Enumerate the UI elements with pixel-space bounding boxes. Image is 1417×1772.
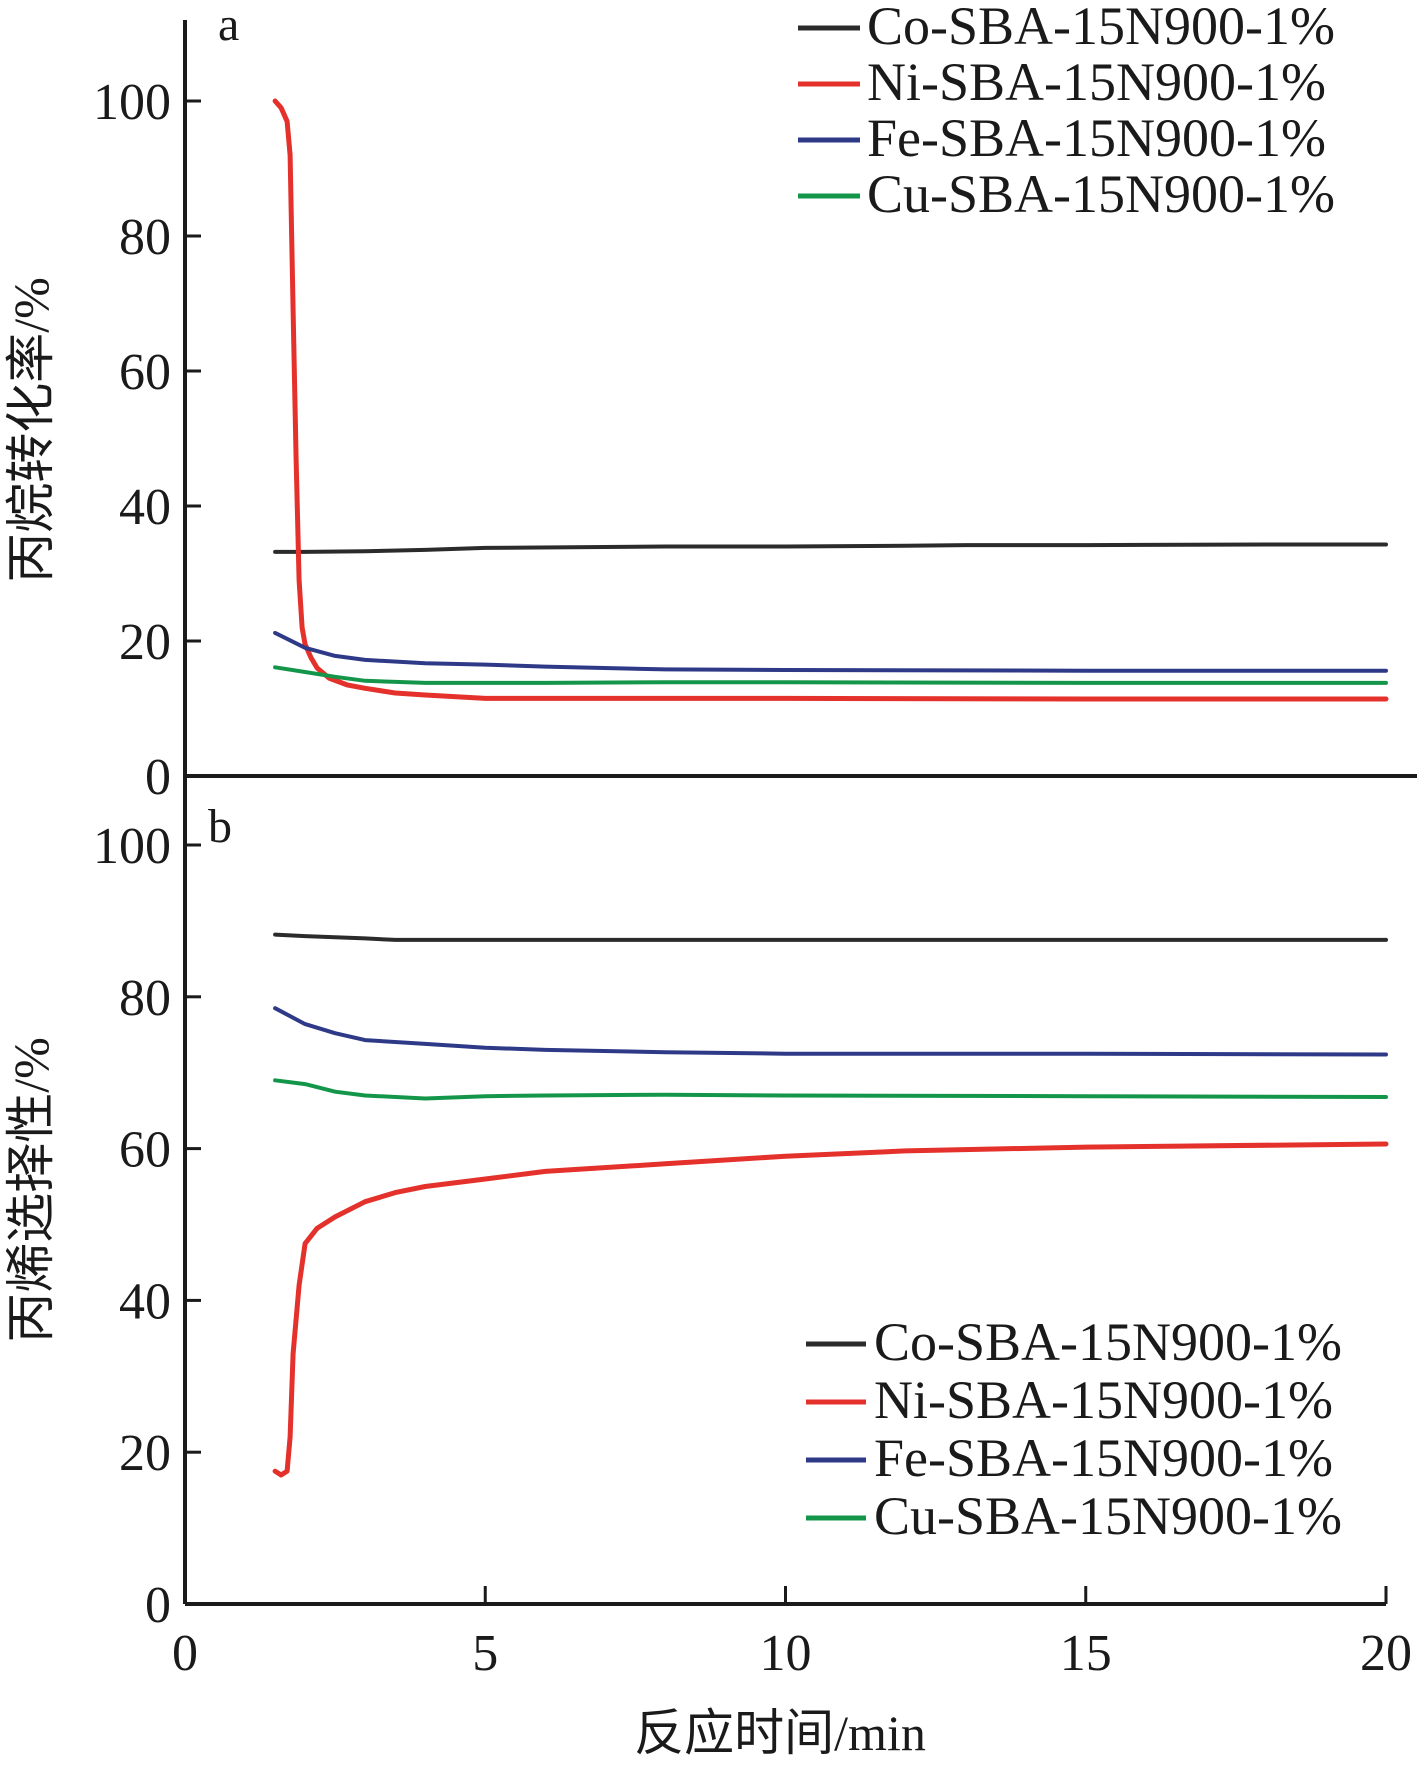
y-tick-label-a: 100 [93, 74, 171, 131]
x-tick-label: 10 [760, 1625, 812, 1682]
y-tick-label-b: 20 [119, 1425, 171, 1482]
x-tick-label: 15 [1060, 1625, 1112, 1682]
y-tick-label-b: 100 [93, 818, 171, 875]
y-tick-label-b: 0 [145, 1577, 171, 1634]
y-tick-label-a: 20 [119, 614, 171, 671]
legend-label-a-co: Co-SBA-15N900-1% [867, 0, 1335, 56]
series-line-b-cu [273, 1078, 1388, 1101]
series-line-a-fe [273, 630, 1388, 673]
x-tick-label: 5 [472, 1625, 498, 1682]
legend-label-a-fe: Fe-SBA-15N900-1% [867, 108, 1326, 168]
legend-label-b-fe: Fe-SBA-15N900-1% [874, 1428, 1333, 1488]
legend-label-b-co: Co-SBA-15N900-1% [874, 1312, 1342, 1372]
y-axis-title-b: 丙烯选择性/% [3, 1037, 59, 1343]
y-tick-label-b: 60 [119, 1122, 171, 1179]
y-tick-label-a: 60 [119, 344, 171, 401]
panel-a-conversion: 0 20 40 60 80 100 a 丙烷转化率/% Co-SBA-15N900-1%Ni-S… [3, 0, 1389, 806]
legend-a: Co-SBA-15N900-1%Ni-SBA-15N900-1%Fe-SBA-1… [798, 0, 1335, 224]
y-tick-label-a: 80 [119, 209, 171, 266]
series-line-b-ni [272, 1141, 1389, 1478]
y-axis-title-a: 丙烷转化率/% [3, 277, 59, 583]
x-tick-label: 20 [1360, 1625, 1412, 1682]
legend-label-b-cu: Cu-SBA-15N900-1% [874, 1486, 1342, 1546]
legend-label-a-ni: Ni-SBA-15N900-1% [867, 52, 1326, 112]
x-tick-label: 0 [172, 1625, 198, 1682]
series-line-a-ni [272, 98, 1389, 702]
series-line-a-cu [273, 665, 1388, 685]
x-axis-title: 反应时间/min [634, 1705, 926, 1761]
y-tick-label-b: 40 [119, 1273, 171, 1330]
legend-label-b-ni: Ni-SBA-15N900-1% [874, 1370, 1333, 1430]
y-tick-label-b: 80 [119, 970, 171, 1027]
panel-b-selectivity: 0 20 40 60 80 100 b 丙烯选择性/% Co-SBA-15N900-1%Ni-S… [3, 776, 1389, 1634]
panel-label-b: b [208, 800, 232, 853]
series-line-b-co [273, 932, 1388, 942]
panel-label-a: a [218, 0, 239, 51]
y-tick-label-a: 0 [145, 749, 171, 806]
series-line-a-co [273, 542, 1388, 554]
legend-b: Co-SBA-15N900-1%Ni-SBA-15N900-1%Fe-SBA-1… [806, 1312, 1342, 1546]
y-tick-label-a: 40 [119, 479, 171, 536]
series-line-b-fe [273, 1006, 1388, 1057]
legend-label-a-cu: Cu-SBA-15N900-1% [867, 164, 1335, 224]
